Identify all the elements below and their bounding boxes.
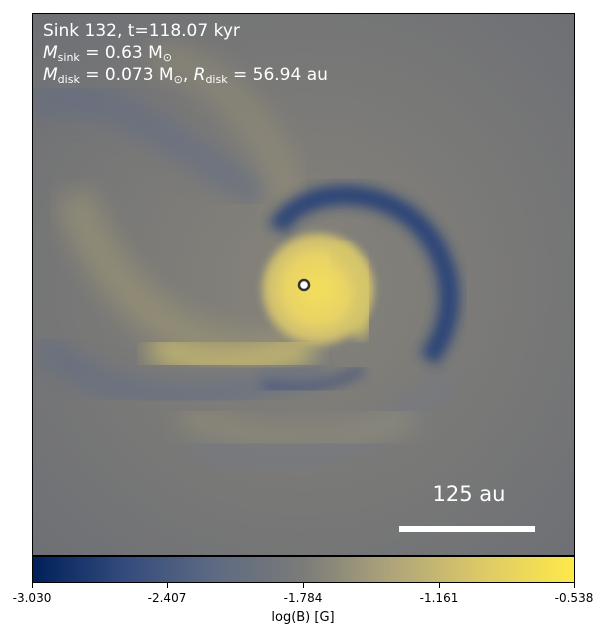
colorbar-label: log(B) [G] [271,610,335,625]
colorbar-tick-label: -0.538 [554,591,594,605]
colorbar-tick-label: -3.030 [12,591,52,605]
sink-title: Sink 132, t=118.07 kyr [43,21,240,41]
magnetic-field-map: Sink 132, t=118.07 kyr Msink = 0.63 M⊙ M… [32,13,575,556]
sink-marker [297,278,311,292]
scale-bar [399,526,535,532]
colorbar-tick [32,583,33,588]
disk-annotation: Mdisk = 0.073 M⊙, Rdisk = 56.94 au [43,65,328,86]
colorbar-tick [574,583,575,588]
colorbar-tick-label: -1.784 [283,591,323,605]
colorbar [32,556,575,583]
colorbar-tick [303,583,304,588]
colorbar-tick [167,583,168,588]
scale-bar-label: 125 au [432,482,506,506]
colorbar-tick [439,583,440,588]
colorbar-tick-label: -2.407 [147,591,187,605]
colorbar-tick-label: -1.161 [419,591,459,605]
sink-mass-annotation: Msink = 0.63 M⊙ [43,43,173,64]
field-image [33,14,574,555]
